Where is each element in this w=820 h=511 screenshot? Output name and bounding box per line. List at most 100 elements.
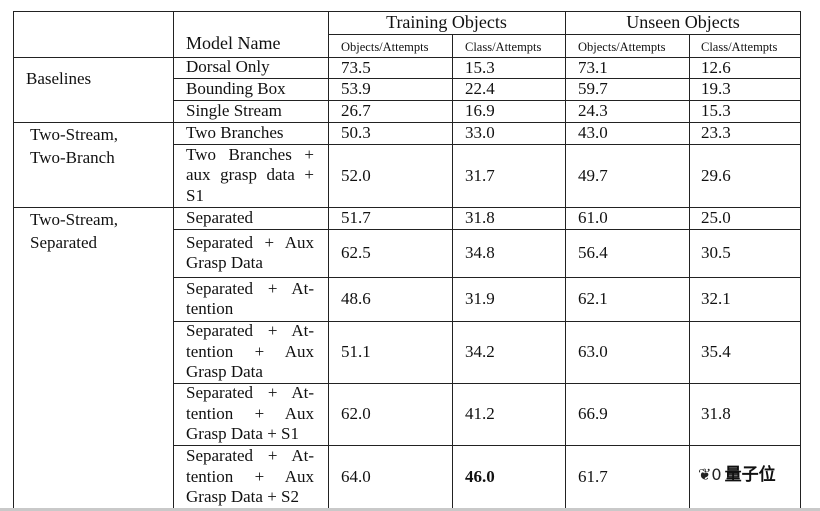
value-cell: 49.7 <box>578 165 608 185</box>
model-name-cell: Grasp Data + S2 <box>186 487 299 507</box>
value-cell: 22.4 <box>465 79 495 98</box>
watermark-text: 量子位 <box>724 465 776 485</box>
value-cell: 64.0 <box>341 467 371 486</box>
value-cell: 62.0 <box>341 404 371 423</box>
model-name-cell: Single Stream <box>186 100 282 120</box>
value-cell: 43.0 <box>578 123 608 142</box>
value-cell: 25.0 <box>701 208 731 227</box>
value-cell: 31.8 <box>465 208 495 227</box>
watermark: ❦0 量子位 <box>698 462 794 488</box>
hline-row-separator <box>173 229 801 230</box>
value-cell: 34.8 <box>465 243 495 262</box>
value-cell: 15.3 <box>701 101 731 120</box>
unseen-objects-header: Unseen Objects <box>626 12 740 32</box>
hline-row-separator <box>173 321 801 322</box>
model-name-cell: aux grasp data + <box>186 165 314 185</box>
hline-group-separator <box>13 207 801 208</box>
value-cell: 19.3 <box>701 79 731 98</box>
hline-row-separator <box>173 100 801 101</box>
watermark-logo-icon: ❦0 <box>698 465 722 484</box>
hline-row-separator <box>173 144 801 145</box>
value-cell: 23.3 <box>701 123 731 142</box>
value-cell: 29.6 <box>701 165 731 185</box>
model-name-cell: Separated + At- <box>186 321 314 341</box>
value-cell: 46.0 <box>465 467 495 486</box>
value-cell: 59.7 <box>578 79 608 98</box>
hline-group-header <box>328 34 801 35</box>
value-cell: 73.1 <box>578 57 608 77</box>
value-cell: 16.9 <box>465 101 495 120</box>
value-cell: 30.5 <box>701 243 731 262</box>
value-cell: 15.3 <box>465 57 495 77</box>
hline-row-separator <box>173 277 801 278</box>
model-name-cell: Grasp Data <box>186 253 263 272</box>
vline-unseen <box>565 11 566 509</box>
hline-header-bottom <box>13 57 801 58</box>
model-name-cell: Separated + At- <box>186 278 314 298</box>
value-cell: 51.1 <box>341 342 371 361</box>
value-cell: 41.2 <box>465 404 495 423</box>
value-cell: 61.7 <box>578 467 608 486</box>
model-name-cell: Separated <box>186 207 254 227</box>
value-cell: 66.9 <box>578 404 608 423</box>
group-two-stream-two-branch-line2: Two-Branch <box>30 148 115 167</box>
model-name-cell: Grasp Data + S1 <box>186 424 299 444</box>
unseen-class-attempts-header: Class/Attempts <box>701 40 778 54</box>
value-cell: 31.7 <box>465 165 495 185</box>
vline-right <box>800 11 801 509</box>
model-name-cell: Two Branches <box>186 122 284 142</box>
hline-row-separator <box>173 78 801 79</box>
hline-row-separator <box>173 445 801 446</box>
vline-group <box>173 11 174 509</box>
vline-train-mid <box>452 34 453 509</box>
model-name-cell: tention <box>186 299 234 318</box>
model-name-cell: Grasp Data <box>186 362 263 382</box>
model-name-cell: tention + Aux <box>186 341 314 361</box>
value-cell: 12.6 <box>701 57 731 77</box>
model-name-cell: S1 <box>186 185 204 205</box>
group-two-stream-separated-line2: Separated <box>30 233 98 252</box>
model-name-cell: tention + Aux <box>186 466 314 486</box>
model-name-cell: Two Branches + <box>186 144 314 164</box>
value-cell: 50.3 <box>341 123 371 142</box>
group-two-stream-two-branch-line1: Two-Stream, <box>30 125 119 144</box>
hline-left-top <box>13 11 173 12</box>
value-cell: 73.5 <box>341 57 371 77</box>
hline-top-right <box>173 11 801 12</box>
value-cell: 31.8 <box>701 404 731 423</box>
value-cell: 56.4 <box>578 243 608 262</box>
value-cell: 53.9 <box>341 79 371 98</box>
group-baselines: Baselines <box>26 69 92 88</box>
value-cell: 51.7 <box>341 208 371 227</box>
train-class-attempts-header: Class/Attempts <box>465 40 542 54</box>
value-cell: 24.3 <box>578 101 608 120</box>
train-objects-attempts-header: Objects/Attempts <box>341 40 429 54</box>
model-name-cell: Dorsal Only <box>186 57 270 77</box>
hline-group-separator <box>13 122 801 123</box>
value-cell: 63.0 <box>578 342 608 361</box>
value-cell: 62.5 <box>341 243 371 262</box>
group-two-stream-separated-line1: Two-Stream, <box>30 210 119 229</box>
model-name-header: Model Name <box>186 33 281 53</box>
training-objects-header: Training Objects <box>386 12 507 32</box>
vline-model <box>328 11 329 509</box>
value-cell: 32.1 <box>701 289 731 308</box>
model-name-cell: tention + Aux <box>186 403 314 423</box>
value-cell: 52.0 <box>341 165 371 185</box>
value-cell: 35.4 <box>701 342 731 361</box>
value-cell: 48.6 <box>341 289 371 308</box>
model-name-cell: Separated + At- <box>186 446 314 466</box>
value-cell: 61.0 <box>578 208 608 227</box>
value-cell: 62.1 <box>578 289 608 308</box>
unseen-objects-attempts-header: Objects/Attempts <box>578 40 666 54</box>
value-cell: 26.7 <box>341 101 371 120</box>
vline-left <box>13 11 14 509</box>
value-cell: 33.0 <box>465 123 495 142</box>
model-name-cell: Separated + At- <box>186 383 314 403</box>
model-name-cell: Bounding Box <box>186 78 286 98</box>
model-name-cell: Separated + Aux <box>186 232 314 252</box>
vline-unseen-mid <box>689 34 690 509</box>
hline-row-separator <box>173 383 801 384</box>
value-cell: 31.9 <box>465 289 495 308</box>
results-table: Training Objects Unseen Objects Model Na… <box>13 11 801 509</box>
